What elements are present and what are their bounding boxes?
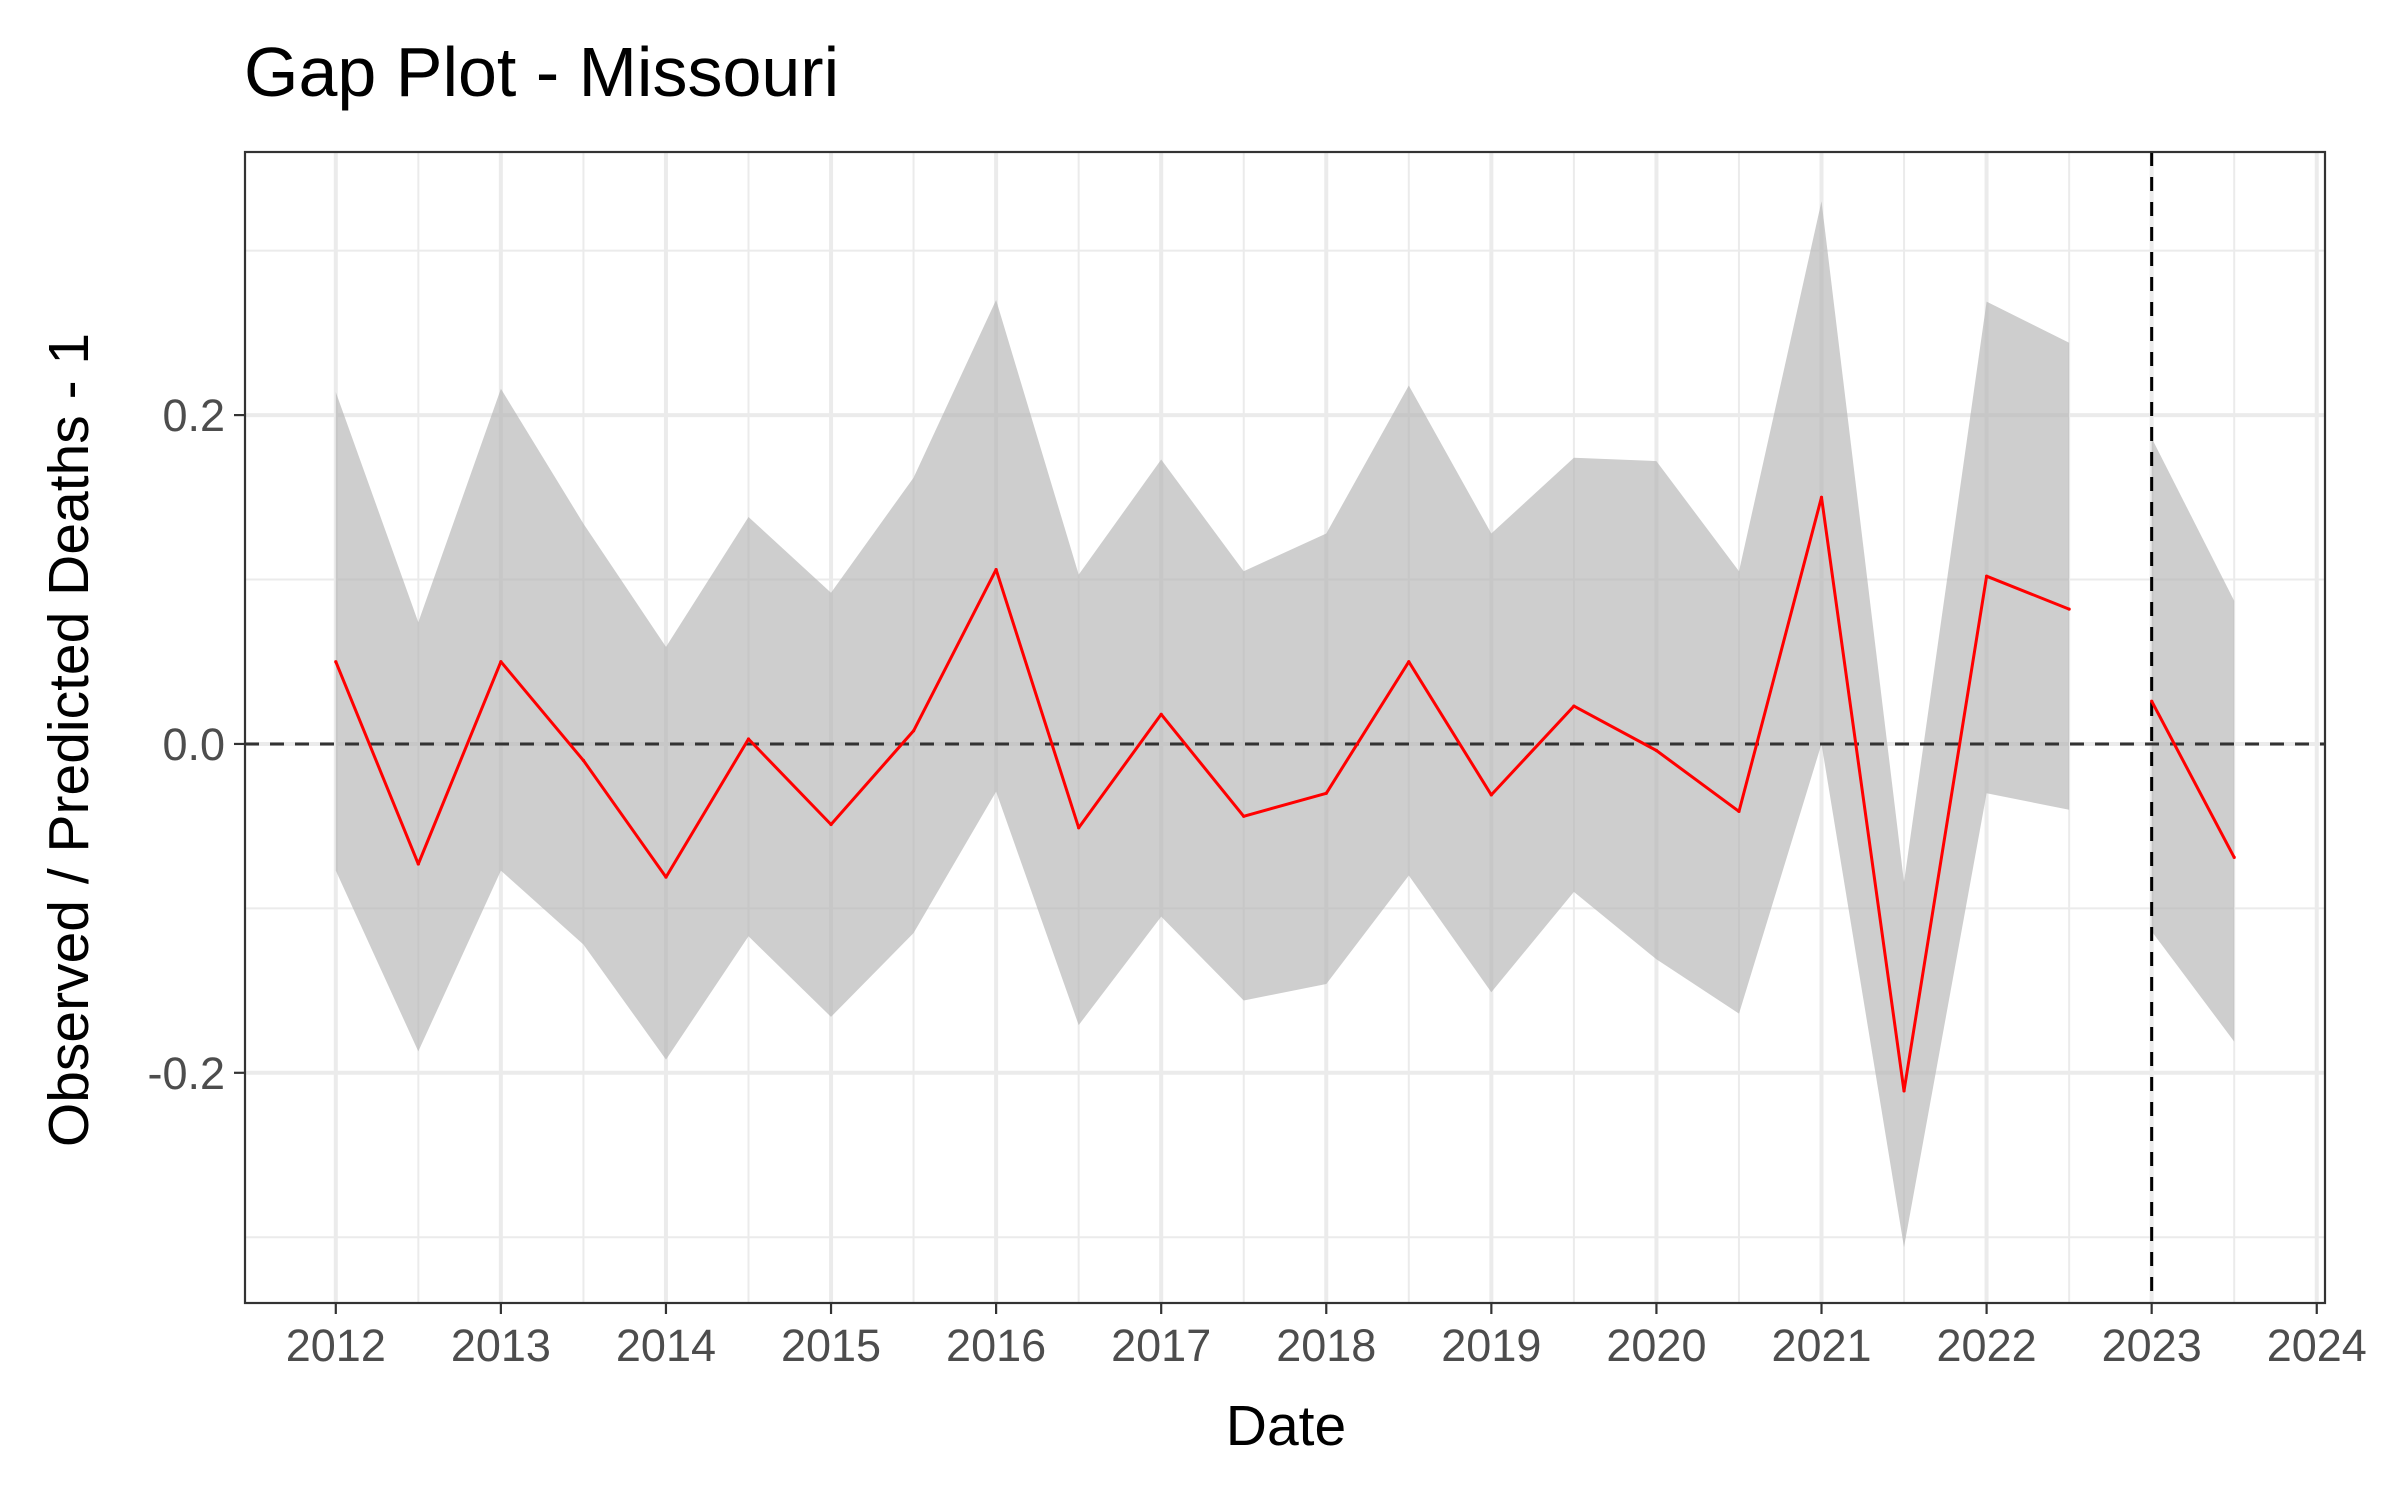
gap-data-point <box>2150 699 2154 703</box>
x-tick-label: 2022 <box>1937 1320 2037 1371</box>
x-tick-label: 2020 <box>1606 1320 1706 1371</box>
gap-data-point <box>1159 712 1163 716</box>
gap-data-point <box>1489 793 1493 797</box>
x-tick-label: 2024 <box>2267 1320 2367 1371</box>
axis-ticks: 2012 2013 2014 2015 2016 2017 2018 2019 2020 2021… <box>147 390 2366 1371</box>
gap-series-lines <box>334 495 2236 1093</box>
plot-panel-border <box>243 150 2327 1305</box>
gap-data-point <box>1407 660 1411 664</box>
x-tick-label: 2021 <box>1771 1320 1871 1371</box>
x-tick-label: 2018 <box>1276 1320 1376 1371</box>
gap-data-point <box>1654 748 1659 753</box>
x-tick-label: 2012 <box>286 1320 386 1371</box>
x-tick-label: 2017 <box>1111 1320 1211 1371</box>
y-tick-label: 0.2 <box>162 390 225 441</box>
gap-data-point <box>664 875 668 879</box>
gap-series-line <box>2150 700 2236 859</box>
gap-data-point <box>746 737 751 741</box>
gap-data-point <box>1737 809 1741 813</box>
gap-data-point <box>1324 791 1328 795</box>
x-axis-title: Date <box>1226 1394 1346 1458</box>
gap-data-point <box>1984 574 1989 578</box>
gap-data-point <box>994 568 998 572</box>
gap-data-point <box>1902 1089 1906 1093</box>
gap-data-point <box>334 660 338 664</box>
confidence-band <box>335 201 2070 1248</box>
gap-data-point <box>2232 855 2236 859</box>
gap-data-point <box>2067 607 2071 611</box>
gap-data-point <box>581 758 586 762</box>
y-tick-label: -0.2 <box>147 1048 225 1099</box>
x-tick-label: 2019 <box>1441 1320 1541 1371</box>
gap-data-point <box>416 862 420 866</box>
chart-title: Gap Plot - Missouri <box>244 33 839 111</box>
gap-data-point <box>911 729 916 733</box>
reference-lines <box>245 152 2325 1303</box>
gap-series-line <box>334 495 2070 1093</box>
x-tick-label: 2015 <box>781 1320 881 1371</box>
x-tick-label: 2016 <box>946 1320 1046 1371</box>
gap-data-point <box>829 822 833 827</box>
gap-data-point <box>1242 814 1246 818</box>
gap-data-point <box>499 660 503 664</box>
gap-data-point <box>1077 826 1081 830</box>
x-tick-label: 2023 <box>2102 1320 2202 1371</box>
x-tick-label: 2014 <box>616 1320 716 1371</box>
confidence-bands <box>335 201 2235 1248</box>
x-tick-label: 2013 <box>451 1320 551 1371</box>
gap-data-point <box>1572 704 1576 708</box>
y-axis-title: Observed / Predicted Deaths - 1 <box>37 333 101 1147</box>
gap-data-point <box>1819 495 1824 499</box>
confidence-band <box>2151 438 2235 1042</box>
y-tick-label: 0.0 <box>162 719 225 770</box>
